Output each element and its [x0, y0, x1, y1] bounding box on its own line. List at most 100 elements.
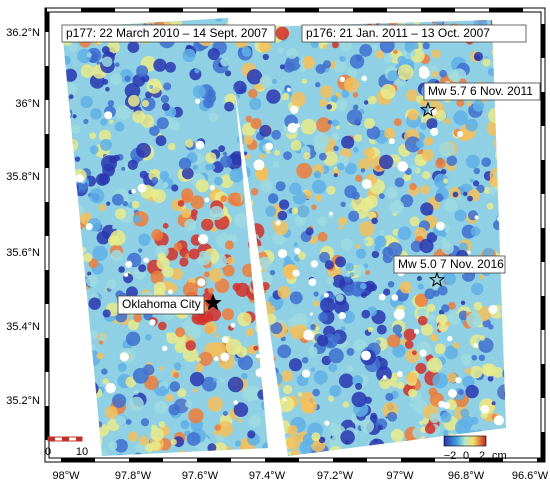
- pixel-cluster: [419, 159, 426, 165]
- pixel-cluster: [336, 18, 344, 22]
- pixel-cluster: [245, 115, 253, 123]
- pixel-cluster: [233, 402, 249, 418]
- pixel-cluster: [259, 75, 273, 88]
- pixel-cluster: [379, 154, 394, 170]
- pixel-cluster: [192, 164, 198, 170]
- pixel-cluster: [72, 351, 86, 365]
- pixel-cluster: [177, 450, 186, 456]
- pixel-cluster: [394, 177, 405, 188]
- pixel-cluster: [277, 285, 291, 299]
- pixel-cluster: [426, 118, 438, 130]
- pixel-cluster: [469, 178, 475, 183]
- pixel-cluster: [238, 418, 243, 423]
- pixel-cluster: [158, 321, 167, 331]
- pixel-cluster: [331, 95, 339, 103]
- pixel-cluster: [155, 135, 167, 147]
- pixel-cluster: [96, 352, 104, 360]
- no-data: [220, 352, 230, 362]
- pixel-cluster: [505, 195, 506, 209]
- pixel-cluster: [397, 64, 414, 80]
- pixel-cluster: [431, 49, 441, 59]
- pixel-cluster: [470, 226, 481, 237]
- pixel-cluster: [283, 326, 288, 331]
- lon-label: 97.4°W: [249, 470, 286, 482]
- pixel-cluster: [74, 366, 80, 373]
- pixel-cluster: [313, 291, 319, 297]
- pixel-cluster: [447, 69, 460, 82]
- pixel-cluster: [256, 343, 265, 351]
- pixel-cluster: [52, 423, 59, 430]
- pixel-cluster: [269, 269, 276, 276]
- pixel-cluster: [79, 330, 91, 342]
- pixel-cluster: [497, 140, 503, 145]
- pixel-cluster: [417, 307, 428, 318]
- pixel-cluster: [509, 357, 513, 361]
- lon-label: 97°W: [386, 470, 414, 482]
- scale-label: 10: [76, 446, 88, 458]
- pixel-cluster: [112, 393, 127, 408]
- pixel-cluster: [261, 441, 275, 455]
- pixel-cluster: [73, 269, 86, 282]
- pixel-cluster: [232, 360, 237, 365]
- pixel-cluster: [409, 402, 415, 408]
- pixel-cluster: [365, 270, 371, 275]
- pixel-cluster: [177, 388, 187, 398]
- pixel-cluster: [88, 330, 98, 340]
- pixel-cluster: [268, 355, 276, 363]
- pixel-cluster: [261, 344, 267, 350]
- pixel-cluster: [302, 357, 309, 364]
- pixel-cluster: [319, 99, 328, 107]
- pixel-cluster: [390, 429, 404, 442]
- pixel-cluster: [262, 53, 269, 61]
- lon-label: 98°W: [52, 470, 80, 482]
- pixel-cluster: [367, 326, 374, 333]
- pixel-cluster: [301, 402, 310, 412]
- pixel-cluster: [213, 377, 218, 382]
- pixel-cluster: [62, 92, 70, 108]
- track-label: p177: 22 March 2010 – 14 Sept. 2007: [66, 26, 268, 40]
- pixel-cluster: [497, 384, 506, 400]
- no-data: [137, 183, 147, 193]
- pixel-cluster: [70, 309, 77, 316]
- pixel-cluster: [138, 248, 143, 253]
- pixel-cluster: [133, 313, 143, 323]
- pixel-cluster: [76, 180, 88, 193]
- pixel-cluster: [460, 300, 466, 305]
- pixel-cluster: [446, 155, 458, 167]
- pixel-cluster: [196, 250, 212, 266]
- pixel-cluster: [182, 282, 198, 298]
- pixel-cluster: [327, 120, 333, 125]
- pixel-cluster: [62, 360, 71, 370]
- pixel-cluster: [54, 83, 62, 91]
- no-data: [467, 250, 471, 255]
- pixel-cluster: [250, 118, 262, 130]
- pixel-cluster: [297, 391, 303, 397]
- pixel-cluster: [500, 177, 506, 185]
- pixel-cluster: [423, 437, 430, 444]
- pixel-cluster: [385, 393, 394, 401]
- no-data: [455, 377, 462, 384]
- pixel-cluster: [106, 201, 111, 206]
- pixel-cluster: [314, 132, 330, 148]
- pixel-cluster: [496, 47, 506, 57]
- pixel-cluster: [291, 207, 299, 215]
- pixel-cluster: [170, 268, 183, 281]
- pixel-cluster: [222, 151, 228, 156]
- pixel-cluster: [296, 205, 310, 218]
- pixel-cluster: [424, 136, 434, 146]
- lon-label: 97.2°W: [317, 470, 354, 482]
- pixel-cluster: [52, 391, 58, 397]
- pixel-cluster: [303, 152, 311, 160]
- pixel-cluster: [210, 341, 226, 358]
- pixel-cluster: [310, 324, 317, 330]
- no-data: [488, 305, 498, 314]
- lon-axis: 98°W 97.8°W 97.6°W 97.4°W 97.2°W 97°W 96.8°W 96…: [52, 470, 548, 482]
- pixel-cluster: [338, 226, 343, 230]
- pixel-cluster: [80, 246, 86, 253]
- no-data: [339, 76, 345, 83]
- pixel-cluster: [401, 50, 407, 56]
- pixel-cluster: [163, 82, 172, 91]
- pixel-cluster: [414, 293, 429, 307]
- pixel-cluster: [482, 58, 491, 67]
- pixel-cluster: [465, 118, 479, 132]
